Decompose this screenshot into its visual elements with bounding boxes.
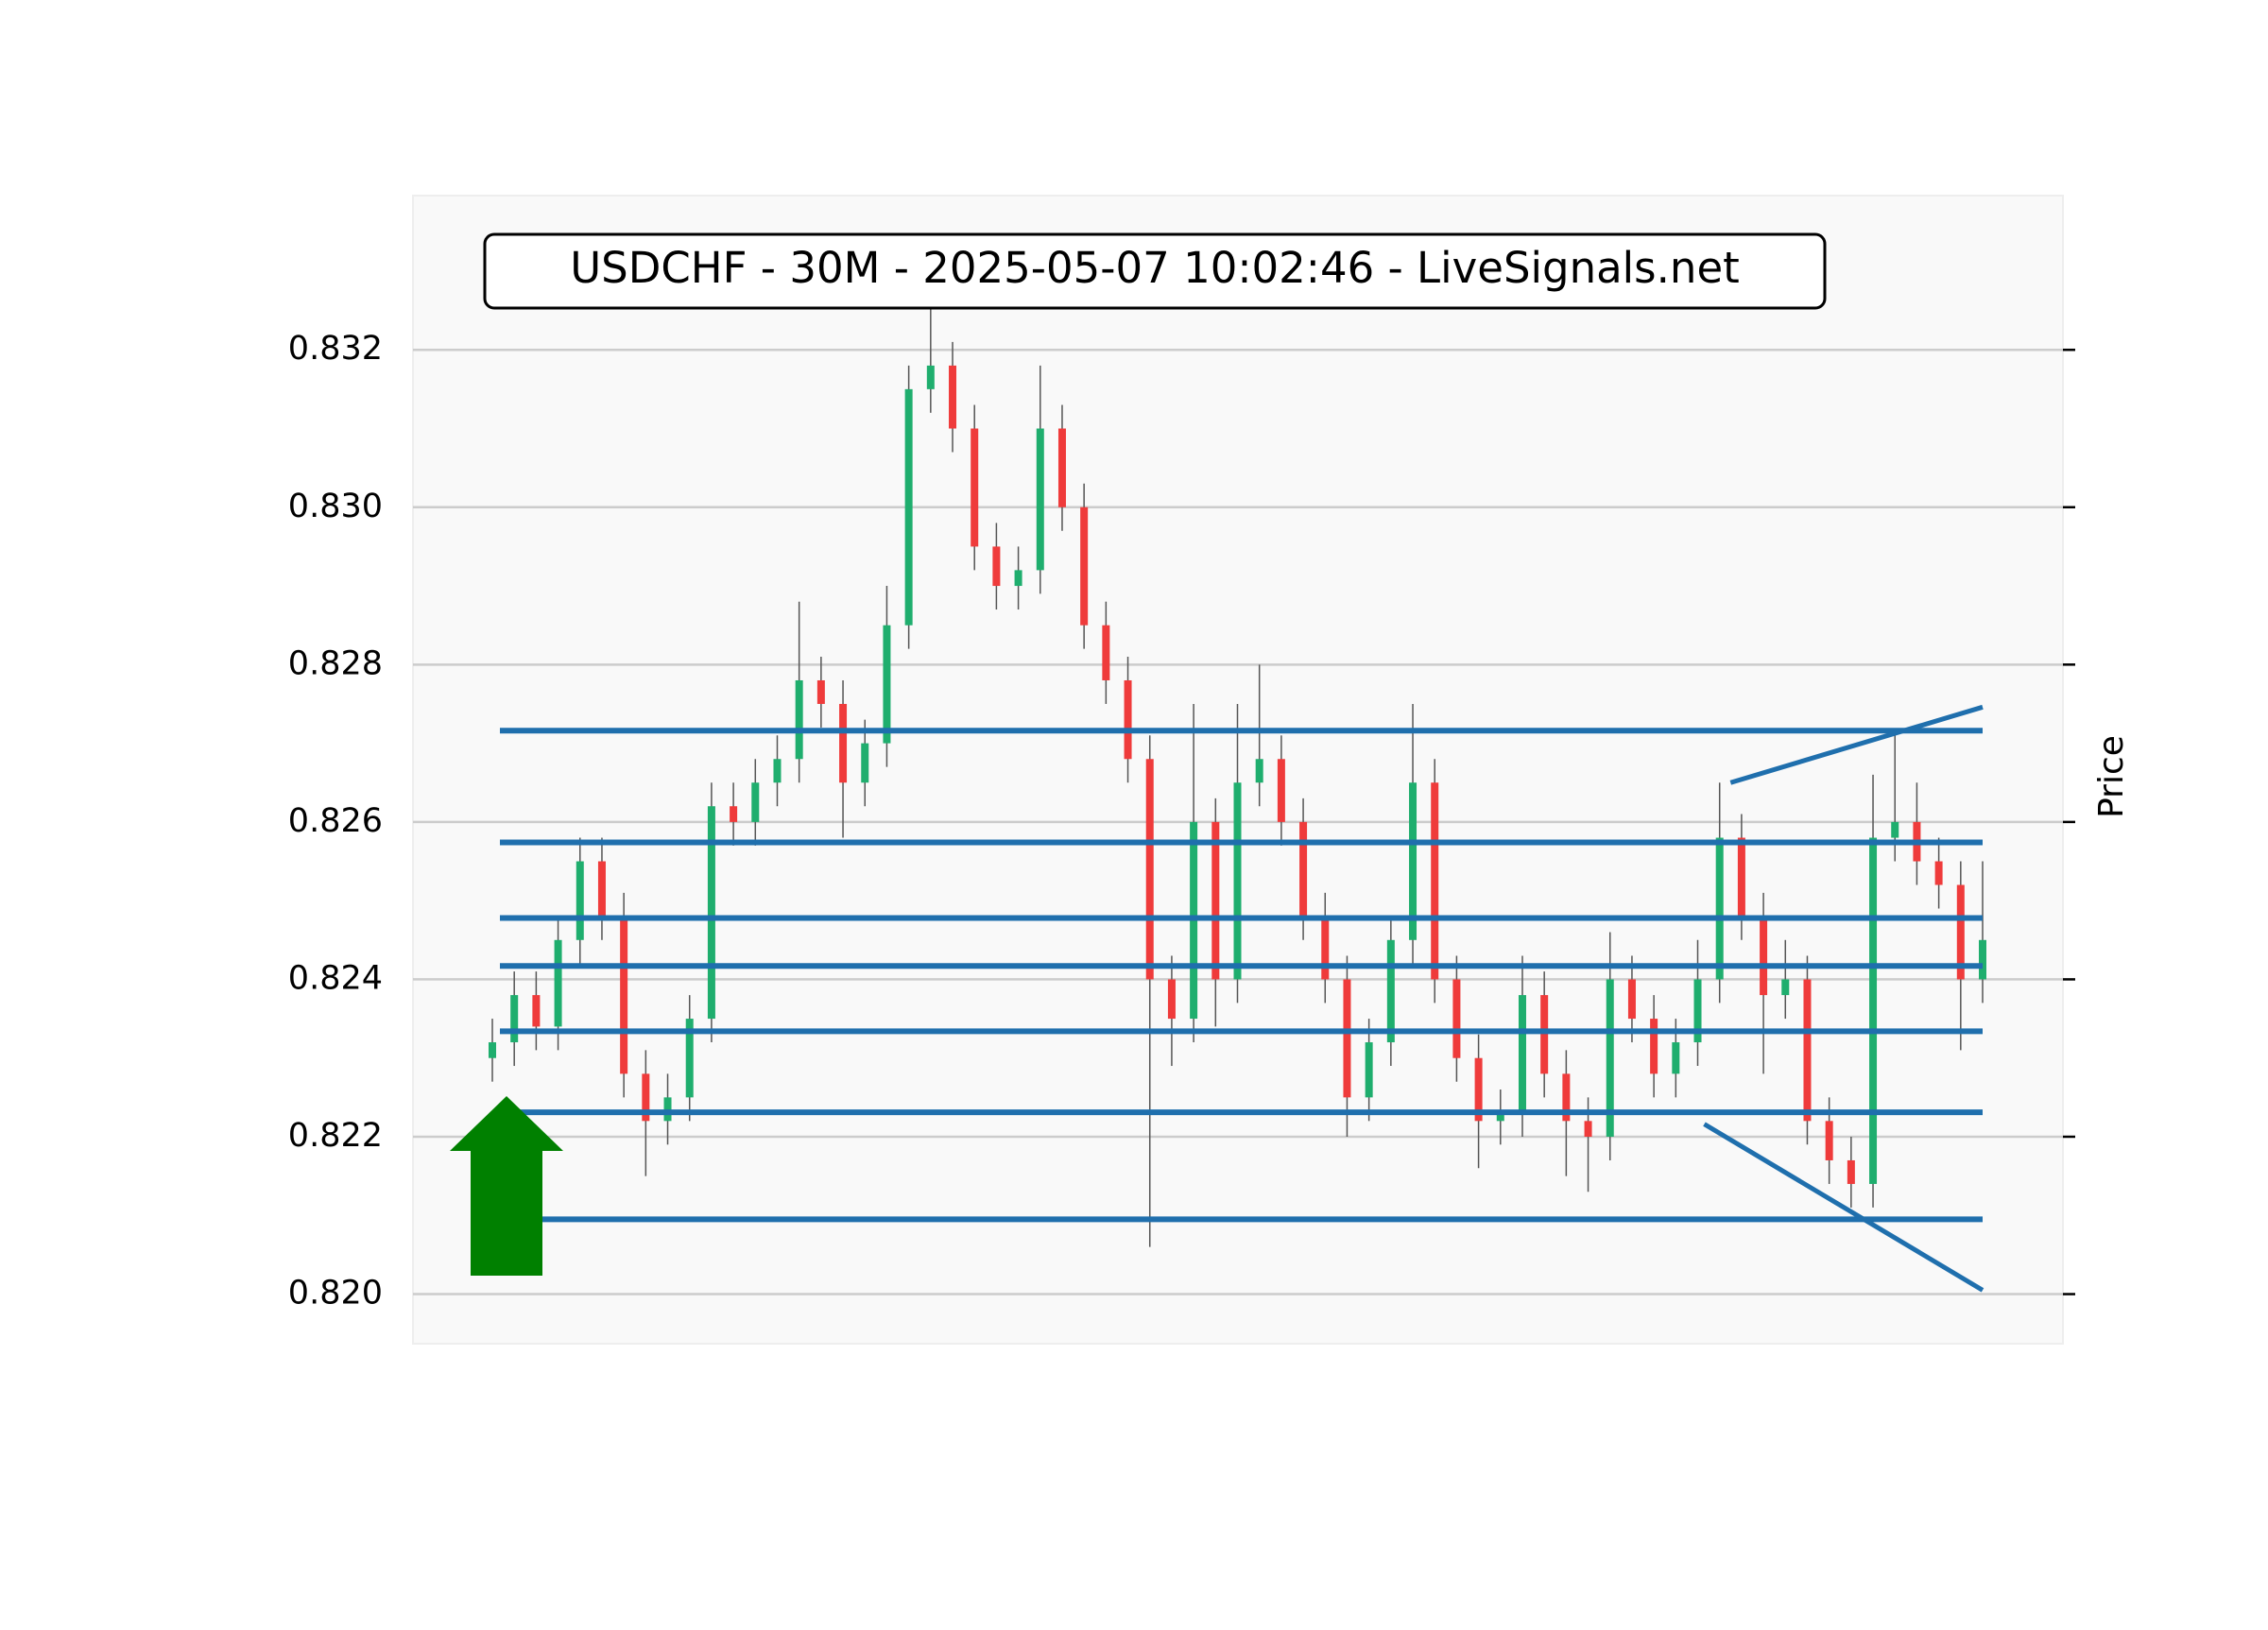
candle-body (1277, 759, 1285, 822)
candle-body (1343, 979, 1351, 1098)
candle-body (1650, 1019, 1658, 1074)
candle-body (1584, 1121, 1592, 1137)
candle-body (1057, 428, 1066, 507)
candle-body (1825, 1121, 1833, 1160)
candle-body (730, 806, 738, 822)
candle-body (576, 861, 584, 940)
y-tick-label: 0.826 (288, 802, 383, 840)
y-tick-label: 0.824 (288, 959, 383, 997)
candle-body (949, 365, 957, 429)
candle-body (597, 861, 606, 917)
candle-body (532, 995, 541, 1027)
candle-body (554, 939, 562, 1027)
candle-body (1891, 821, 1899, 838)
candle-body (1211, 821, 1220, 980)
candle-body (1496, 1113, 1504, 1122)
candle-body (1627, 979, 1636, 1020)
candle-body (1847, 1159, 1855, 1184)
candle-body (1518, 995, 1526, 1114)
candle-body (1693, 979, 1702, 1043)
y-tick-label: 0.832 (288, 330, 383, 368)
candle-body (1080, 506, 1089, 626)
candle-body (1715, 837, 1724, 980)
candle-body (1934, 861, 1943, 885)
candle-body (1409, 782, 1418, 940)
candle-body (861, 743, 869, 783)
candle-body (1036, 428, 1044, 571)
candle-body (1124, 679, 1132, 760)
candle-body (883, 625, 891, 744)
candle-body (1869, 837, 1878, 1184)
candle-body (1321, 916, 1330, 980)
grid (413, 348, 2075, 1295)
candle-body (795, 679, 803, 760)
candle-body (1102, 625, 1110, 680)
buy-arrow (450, 1096, 563, 1276)
candle-body (1803, 979, 1812, 1122)
candle-body (663, 1097, 672, 1122)
candle-body (839, 703, 848, 783)
candle-body (510, 995, 519, 1043)
candle-body (1979, 939, 1986, 980)
candle-body (971, 428, 979, 547)
chart-title: USDCHF - 30M - 2025-05-07 10:02:46 - Liv… (570, 243, 1740, 293)
candle-body (707, 806, 715, 1020)
candle-body (1167, 979, 1176, 1020)
trend-line (1729, 704, 1984, 785)
candle-body (1386, 939, 1395, 1043)
candle-body (816, 679, 825, 704)
candle-body (685, 1019, 694, 1098)
candle-body (1562, 1073, 1571, 1122)
y-tick-label: 0.828 (288, 644, 383, 682)
trend-line (1703, 1122, 1984, 1293)
y-tick-label: 0.822 (288, 1117, 383, 1155)
candle-body (1299, 821, 1308, 917)
candle-body (992, 546, 1001, 587)
candle-body (1672, 1042, 1680, 1074)
candle-body (1014, 570, 1022, 587)
y-tick-label: 0.820 (288, 1275, 383, 1313)
candle-body (1606, 979, 1614, 1137)
marks (489, 302, 1986, 1293)
candle-body (620, 916, 628, 1074)
title-box (483, 232, 1827, 310)
candle-body (642, 1073, 650, 1122)
candle-body (926, 365, 935, 389)
candle-body (1474, 1057, 1483, 1122)
candle-body (1760, 916, 1768, 996)
candle-body (1737, 837, 1745, 917)
candle-body (1233, 782, 1242, 980)
candle-body (1431, 782, 1439, 980)
candle-body (489, 1042, 496, 1058)
candle-body (904, 388, 913, 626)
candle-body (773, 759, 782, 783)
candle-body (1255, 759, 1263, 783)
y-axis-label: Price (2092, 735, 2131, 818)
candle-body (1145, 759, 1154, 980)
y-tick-label: 0.830 (288, 488, 383, 525)
candle-body (1956, 884, 1965, 980)
candle-body (1540, 995, 1549, 1074)
candle-body (751, 782, 760, 822)
candle-body (1452, 979, 1461, 1058)
candle-body (1365, 1042, 1373, 1098)
candle-body (1781, 979, 1790, 996)
